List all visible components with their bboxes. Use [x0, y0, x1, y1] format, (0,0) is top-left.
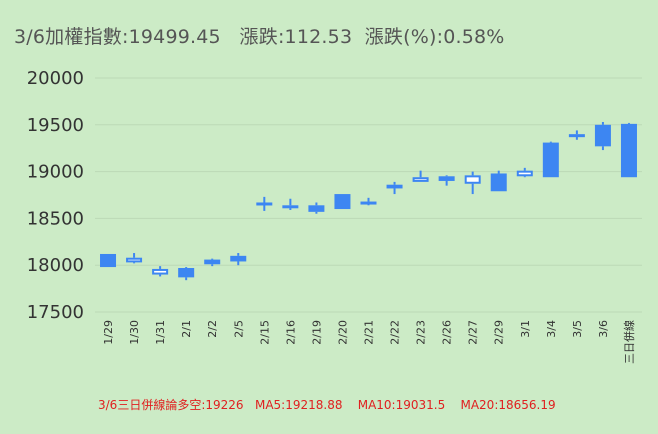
candle-body: [360, 201, 377, 205]
x-tick-label: 2/5: [232, 320, 245, 338]
candle-body: [152, 268, 169, 275]
candle: [282, 198, 299, 210]
candle: [516, 167, 533, 178]
candle: [256, 196, 273, 211]
x-tick-label: 2/22: [389, 320, 402, 345]
candle: [386, 181, 403, 195]
x-tick-label: 3/1: [519, 320, 532, 338]
ma-summary: 3/6三日併線論多空:19226 MA5:19218.88 MA10:19031…: [98, 398, 556, 412]
x-tick-label: 2/29: [493, 320, 506, 345]
candle-body: [178, 268, 195, 278]
candle-body: [568, 134, 585, 138]
x-tick-label: 1/30: [128, 320, 141, 345]
candle-body: [490, 173, 507, 192]
y-tick-label: 19000: [27, 162, 84, 183]
candles: [100, 121, 637, 281]
candle-body: [230, 255, 247, 262]
y-tick-label: 18500: [27, 208, 84, 229]
candle-body: [256, 202, 273, 206]
candle: [412, 170, 429, 182]
candle-body: [126, 257, 143, 263]
candle-body: [464, 175, 481, 184]
candle: [126, 253, 143, 264]
x-tick-label: 3/4: [545, 320, 558, 338]
candle-body: [308, 205, 325, 212]
candle-body: [412, 177, 429, 182]
y-tick-label: 20000: [27, 68, 84, 89]
candle-body: [100, 253, 117, 268]
candle-body: [542, 142, 559, 178]
candle-body: [516, 170, 533, 177]
y-tick-label: 19500: [27, 115, 84, 136]
y-axis: 17500 18000 18500 19000 19500 20000: [27, 68, 84, 323]
x-tick-label: 2/21: [363, 320, 376, 345]
y-tick-label: 18000: [27, 255, 84, 276]
x-tick-label: 1/29: [102, 320, 115, 345]
x-tick-label: 2/19: [310, 320, 323, 345]
x-tick-label: 1/31: [154, 320, 167, 345]
x-tick-label: 2/1: [180, 320, 193, 338]
candle-body: [282, 205, 299, 209]
candle: [594, 121, 611, 151]
candle: [100, 253, 117, 268]
x-axis: 1/29 1/30 1/31 2/1 2/2 2/5 2/15 2/16 2/19 2/20 2/2…: [102, 320, 636, 364]
candle-body: [594, 124, 611, 147]
x-tick-label: 2/26: [441, 320, 454, 345]
x-tick-label: 2/27: [467, 320, 480, 345]
candle: [152, 266, 169, 277]
candle: [490, 170, 507, 192]
candle: [334, 194, 351, 210]
x-tick-label: 2/20: [336, 320, 349, 345]
candle-body: [438, 176, 455, 181]
x-tick-label: 2/15: [258, 320, 271, 345]
candle-body: [386, 184, 403, 189]
candle-body: [334, 194, 351, 210]
candle: [178, 267, 195, 281]
x-tick-label: 2/2: [206, 320, 219, 338]
y-tick-label: 17500: [27, 302, 84, 323]
candle: [230, 253, 247, 266]
x-tick-label: 3/5: [571, 320, 584, 338]
gridlines: [95, 77, 642, 313]
candle: [360, 197, 377, 206]
x-tick-label: 2/16: [284, 320, 297, 345]
candle: [464, 171, 481, 195]
chart-title: 3/6加權指數:19499.45 漲跌:112.53 漲跌(%):0.58%: [14, 26, 505, 48]
x-tick-label: 三日併線: [622, 320, 636, 364]
candle: [542, 141, 559, 178]
candle: [308, 202, 325, 214]
candle-body: [204, 259, 221, 265]
candle: [620, 122, 637, 178]
candle: [568, 130, 585, 140]
candle: [204, 258, 221, 267]
candle-body: [620, 123, 637, 178]
x-tick-label: 3/6: [597, 320, 610, 338]
candle: [438, 175, 455, 186]
x-tick-label: 2/23: [415, 320, 428, 345]
